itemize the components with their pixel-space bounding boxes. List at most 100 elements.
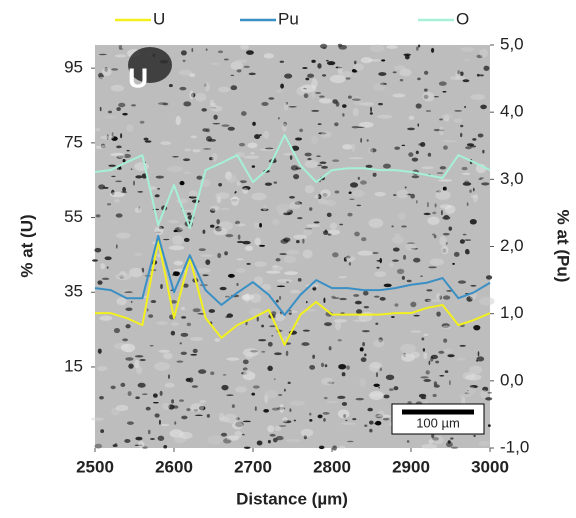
micrograph-speck bbox=[382, 163, 391, 169]
micrograph-speck bbox=[289, 400, 306, 406]
micrograph-speck bbox=[271, 218, 280, 225]
micrograph-speck bbox=[230, 74, 235, 77]
micrograph-speck bbox=[168, 374, 170, 379]
micrograph-speck bbox=[406, 279, 412, 283]
micrograph-speck bbox=[110, 152, 124, 157]
micrograph-speck bbox=[278, 295, 282, 301]
micrograph-speck bbox=[452, 262, 455, 265]
micrograph-speck bbox=[334, 321, 342, 331]
micrograph-speck bbox=[400, 343, 416, 354]
micrograph-speck bbox=[392, 71, 397, 74]
micrograph-speck bbox=[386, 45, 398, 49]
micrograph-speck bbox=[423, 333, 429, 336]
micrograph-speck bbox=[470, 195, 479, 198]
micrograph-speck bbox=[210, 371, 215, 376]
micrograph-speck bbox=[207, 138, 217, 142]
micrograph-speck bbox=[114, 442, 118, 447]
micrograph-speck bbox=[334, 122, 339, 127]
micrograph-speck bbox=[309, 364, 316, 370]
micrograph-speck bbox=[351, 126, 360, 129]
micrograph-speck bbox=[322, 412, 330, 415]
micrograph-speck bbox=[479, 297, 495, 306]
micrograph-speck bbox=[116, 167, 122, 170]
micrograph-speck bbox=[476, 73, 480, 77]
micrograph-speck bbox=[231, 195, 239, 206]
micrograph-speck bbox=[421, 337, 425, 341]
micrograph-speck bbox=[293, 173, 300, 180]
y2-tick-label: 0,0 bbox=[500, 370, 524, 389]
micrograph-speck bbox=[91, 259, 99, 262]
micrograph-speck bbox=[479, 74, 484, 77]
micrograph-speck bbox=[212, 123, 221, 125]
micrograph-speck bbox=[320, 362, 325, 368]
micrograph-speck bbox=[236, 258, 244, 261]
micrograph-speck bbox=[450, 446, 459, 449]
micrograph-speck bbox=[446, 290, 453, 292]
micrograph-speck bbox=[134, 162, 149, 171]
micrograph-speck bbox=[285, 249, 300, 255]
micrograph-speck bbox=[280, 83, 284, 89]
micrograph-speck bbox=[279, 329, 283, 332]
micrograph-speck bbox=[436, 172, 444, 174]
micrograph-speck bbox=[189, 90, 194, 100]
micrograph-speck bbox=[410, 330, 422, 333]
micrograph-speck bbox=[134, 355, 144, 358]
micrograph-speck bbox=[168, 245, 185, 251]
micrograph-speck bbox=[134, 359, 140, 369]
micrograph-speck bbox=[172, 235, 184, 246]
micrograph-speck bbox=[431, 47, 435, 53]
micrograph-speck bbox=[461, 396, 466, 406]
micrograph-speck bbox=[261, 101, 269, 106]
micrograph-speck bbox=[434, 203, 437, 208]
micrograph-speck bbox=[267, 439, 271, 444]
micrograph-speck bbox=[293, 234, 308, 240]
micrograph-speck bbox=[115, 213, 123, 218]
micrograph-speck bbox=[243, 65, 250, 69]
micrograph-speck bbox=[331, 295, 336, 298]
micrograph-speck bbox=[420, 376, 429, 379]
micrograph-speck bbox=[252, 385, 260, 389]
micrograph-speck bbox=[353, 294, 360, 297]
micrograph-speck bbox=[214, 337, 221, 343]
micrograph-speck bbox=[275, 435, 284, 441]
micrograph-speck bbox=[275, 203, 292, 214]
micrograph-speck bbox=[226, 174, 237, 183]
micrograph-speck bbox=[345, 419, 348, 422]
micrograph-speck bbox=[392, 259, 399, 262]
micrograph-speck bbox=[176, 360, 184, 363]
micrograph-speck bbox=[360, 138, 363, 143]
micrograph-speck bbox=[416, 46, 419, 51]
micrograph-speck bbox=[459, 344, 466, 347]
micrograph-speck bbox=[329, 222, 338, 230]
micrograph-speck bbox=[337, 65, 343, 75]
micrograph-speck bbox=[315, 92, 321, 94]
micrograph-speck bbox=[375, 372, 379, 378]
x-tick-label: 2600 bbox=[155, 457, 193, 476]
micrograph-speck bbox=[139, 120, 145, 124]
micrograph-speck bbox=[307, 73, 315, 78]
micrograph-speck bbox=[376, 266, 380, 269]
micrograph-speck bbox=[95, 214, 101, 218]
micrograph-speck bbox=[110, 385, 116, 390]
micrograph-speck bbox=[325, 401, 339, 404]
micrograph-speck bbox=[230, 61, 244, 70]
micrograph-speck bbox=[444, 204, 456, 214]
micrograph-speck bbox=[205, 48, 208, 51]
micrograph-speck bbox=[449, 380, 451, 386]
micrograph-speck bbox=[348, 262, 352, 266]
micrograph-speck bbox=[116, 145, 122, 149]
micrograph-speck bbox=[186, 408, 191, 412]
micrograph-speck bbox=[375, 322, 379, 326]
micrograph-speck bbox=[340, 71, 352, 78]
micrograph-speck bbox=[219, 286, 227, 291]
micrograph-speck bbox=[442, 325, 451, 330]
micrograph-speck bbox=[464, 248, 470, 255]
micrograph-speck bbox=[361, 330, 370, 333]
micrograph-speck bbox=[218, 50, 224, 54]
micrograph-speck bbox=[241, 433, 245, 436]
micrograph-speck bbox=[240, 44, 249, 50]
micrograph-speck bbox=[111, 132, 114, 137]
micrograph-speck bbox=[126, 124, 134, 132]
micrograph-speck bbox=[153, 401, 159, 404]
micrograph-speck bbox=[406, 242, 415, 244]
